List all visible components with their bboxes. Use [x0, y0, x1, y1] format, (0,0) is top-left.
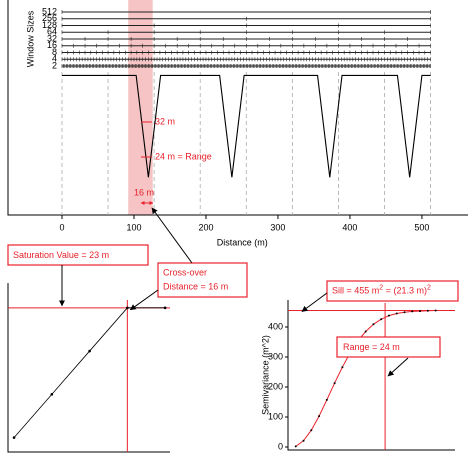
data-point	[419, 310, 422, 313]
y-tick-label: 400	[268, 321, 283, 331]
y-tick-label: 200	[268, 381, 283, 391]
window-size-label: 256	[42, 13, 57, 23]
frame	[7, 0, 468, 216]
x-axis-title: Distance (m)	[217, 237, 268, 247]
data-point	[426, 309, 429, 312]
data-point	[333, 382, 336, 385]
annotation: 32 m	[155, 116, 175, 126]
data-point	[88, 349, 91, 353]
data-point	[126, 306, 129, 310]
window-size-label: 32	[47, 33, 57, 43]
data-point	[302, 439, 305, 442]
window-size-label: 16	[47, 40, 57, 50]
y-tick-label: 300	[268, 351, 283, 361]
x-tick-label: 100	[126, 222, 141, 232]
y-tick-label: 100	[268, 411, 283, 421]
annotation: 16 m	[134, 187, 154, 197]
y-axis-title: Window Sizes	[25, 10, 35, 67]
saturation-chart	[7, 283, 170, 453]
y-tick-label: 0	[278, 441, 283, 451]
window-size-label: 128	[42, 20, 57, 30]
superscript: 2	[427, 284, 431, 291]
data-point	[364, 330, 367, 333]
window-ticks	[61, 57, 431, 62]
window-ticks	[61, 50, 431, 55]
callout-arrow	[387, 357, 409, 377]
callout-text: Sill = 455 m2 = (21.3 m)2	[332, 284, 431, 296]
data-point	[294, 445, 297, 448]
callout-box	[326, 280, 459, 302]
data-point	[387, 314, 390, 317]
callout-arrow	[129, 289, 159, 311]
data-point	[325, 398, 328, 401]
window-ticks	[61, 30, 431, 35]
data-point	[341, 366, 344, 369]
x-tick-label: 400	[342, 222, 357, 232]
callouts: Saturation Value = 23 m Cross-over Distanc…	[7, 207, 459, 377]
data-point	[403, 311, 406, 314]
callout-text: Saturation Value = 23 m	[13, 250, 109, 260]
callout-arrow	[151, 207, 193, 264]
frame	[7, 283, 170, 453]
data-point	[50, 393, 54, 396]
x-tick-label: 500	[414, 222, 429, 232]
window-ticks	[61, 16, 431, 21]
text-part: = (21.3 m)	[383, 286, 427, 296]
data-point	[318, 415, 321, 418]
callout-text: Cross-over	[163, 267, 207, 277]
variogram-chart: 0 100 200 300 400 Semivariance (m^2)	[260, 300, 455, 451]
x-tick-label: 300	[270, 222, 285, 232]
window-ticks	[61, 23, 431, 28]
y-axis-title: Semivariance (m^2)	[260, 335, 270, 415]
data-point	[380, 318, 383, 321]
callout-box	[157, 262, 248, 298]
data-point	[395, 312, 398, 315]
profile-line	[61, 74, 431, 178]
text-part: Sill = 455 m	[332, 286, 379, 296]
window-ticks	[61, 64, 431, 68]
x-tick-label: 0	[59, 222, 64, 232]
data-point	[12, 436, 16, 439]
window-size-label: 64	[47, 27, 57, 37]
window-size-label: 4	[52, 54, 57, 64]
window-size-label: 512	[42, 6, 57, 16]
data-point	[434, 309, 437, 312]
callout-text: Range = 24 m	[343, 342, 400, 352]
data-point	[372, 323, 375, 326]
frame	[287, 300, 455, 451]
annotation: 24 m = Range	[155, 151, 212, 161]
callout-box	[336, 336, 441, 358]
window-ticks	[61, 10, 431, 14]
superscript: 2	[379, 284, 383, 291]
callout-box	[7, 244, 149, 266]
data-point	[310, 429, 313, 432]
data-point	[411, 310, 414, 313]
window-ticks	[61, 43, 431, 48]
window-ticks	[61, 37, 431, 41]
window-size-label: 2	[52, 60, 57, 70]
data-point	[163, 306, 167, 310]
x-tick-label: 200	[198, 222, 213, 232]
callout-text: Distance = 16 m	[163, 281, 228, 291]
callout-arrow	[301, 292, 328, 312]
window-size-label: 8	[52, 47, 57, 57]
data-line	[13, 307, 166, 438]
